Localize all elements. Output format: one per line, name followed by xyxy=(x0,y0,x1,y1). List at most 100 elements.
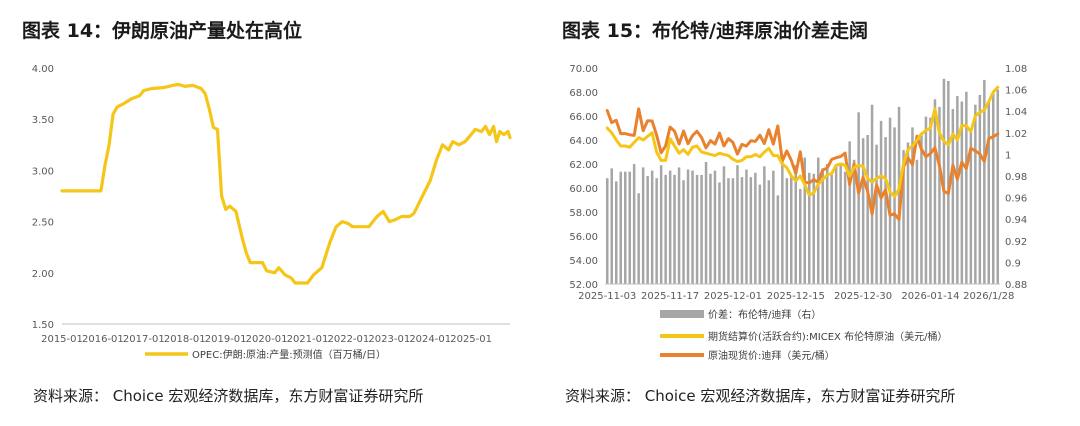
x-tick-label: 2025-12-30 xyxy=(834,291,892,302)
spread-bar xyxy=(655,178,658,284)
y-right-tick-label: 1 xyxy=(1005,150,1011,161)
spread-bar xyxy=(888,117,892,284)
spread-bar xyxy=(884,137,887,284)
y-right-tick-label: 0.94 xyxy=(1005,215,1027,226)
x-tick-label: 2022-01 xyxy=(327,334,369,345)
spread-bar xyxy=(843,171,847,284)
x-tick-label: 2021-01 xyxy=(287,334,329,345)
y-tick-label: 3.00 xyxy=(32,166,54,177)
spread-bar xyxy=(727,178,730,284)
spread-bar xyxy=(920,132,923,284)
spread-bar xyxy=(803,157,806,284)
legend-brent-label: 期货结算价(活跃合约):MICEX 布伦特原油（美元/桶） xyxy=(708,330,947,343)
series-line-iran-output xyxy=(60,82,512,285)
spread-bar xyxy=(799,189,802,284)
spread-bar xyxy=(996,89,999,284)
spread-bar xyxy=(987,102,990,284)
x-tick-label: 2025-11-17 xyxy=(641,291,699,302)
legend-dubai-label: 原油现货价:迪拜（美元/桶） xyxy=(708,349,835,362)
spread-bar xyxy=(763,166,766,284)
spread-bar xyxy=(776,195,780,284)
spread-bar xyxy=(709,173,712,284)
spread-bar xyxy=(781,158,784,284)
spread-bar xyxy=(965,91,968,284)
spread-bar xyxy=(933,99,937,284)
y-left-tick-label: 70.00 xyxy=(569,64,598,75)
left-source-note: 资料来源： Choice 宏观经济数据库，东方财富证券研究所 xyxy=(33,387,424,405)
y-left-tick-label: 60.00 xyxy=(569,184,598,195)
spread-bar xyxy=(615,181,618,284)
y-right-tick-label: 1.04 xyxy=(1005,107,1027,118)
spread-bar xyxy=(951,109,955,284)
spread-bar xyxy=(834,165,838,284)
spread-bar xyxy=(646,176,649,284)
y-left-tick-label: 56.00 xyxy=(569,232,598,243)
spread-bar xyxy=(902,150,905,284)
series-line-dubai xyxy=(605,107,1000,221)
spread-bar xyxy=(754,172,757,284)
spread-bar xyxy=(942,78,946,284)
x-tick-label: 2019-01 xyxy=(205,334,247,345)
spread-bar xyxy=(673,174,676,284)
x-tick-label: 2025-01 xyxy=(450,334,492,345)
spread-bar xyxy=(866,135,869,284)
spread-bar xyxy=(906,142,910,284)
spread-bar xyxy=(839,165,842,284)
y-left-tick-label: 62.00 xyxy=(569,160,598,171)
y-left-tick-label: 64.00 xyxy=(569,136,598,147)
legend-label-iran-output: OPEC:伊朗:原油:产量:预测值（百万桶/日） xyxy=(192,348,386,361)
spread-bar xyxy=(610,168,613,284)
spread-bar xyxy=(861,138,865,284)
y-left-tick-label: 54.00 xyxy=(569,256,598,267)
y-tick-label: 2.00 xyxy=(32,269,54,280)
spread-bar xyxy=(911,127,914,285)
spread-bar xyxy=(817,157,820,284)
y-right-tick-label: 0.92 xyxy=(1005,237,1027,248)
x-tick-label: 2017-01 xyxy=(123,334,165,345)
y-right-tick-label: 1.06 xyxy=(1005,86,1027,97)
spread-bar xyxy=(749,177,753,284)
x-tick-label: 2026/1/28 xyxy=(963,291,1014,302)
x-tick-label: 2023-01 xyxy=(368,334,410,345)
spread-bar xyxy=(641,167,645,284)
spread-bar xyxy=(758,184,762,284)
series-line-brent xyxy=(605,85,1000,198)
y-right-tick-label: 0.9 xyxy=(1005,258,1021,269)
x-tick-label: 2025-11-03 xyxy=(578,291,636,302)
y-left-tick-label: 58.00 xyxy=(569,208,598,219)
spread-bar xyxy=(893,127,896,285)
spread-bar xyxy=(659,165,663,284)
left-chart-title: 图表 14：伊朗原油产量处在高位 xyxy=(22,20,303,42)
spread-bar xyxy=(794,165,797,284)
y-right-tick-label: 0.88 xyxy=(1005,280,1027,291)
spread-bar xyxy=(664,174,667,284)
legend-spread-label: 价差：布伦特/迪拜（右） xyxy=(708,308,821,321)
x-tick-label: 2018-01 xyxy=(164,334,206,345)
spread-bar xyxy=(785,178,789,284)
spread-bar xyxy=(704,162,708,284)
spread-bar xyxy=(790,177,793,284)
y-right-tick-label: 0.96 xyxy=(1005,194,1027,205)
spread-bar xyxy=(624,171,627,284)
x-tick-label: 2025-12-15 xyxy=(767,291,825,302)
y-left-tick-label: 66.00 xyxy=(569,112,598,123)
y-left-tick-label: 52.00 xyxy=(569,280,598,291)
x-tick-label: 2025-12-01 xyxy=(704,291,762,302)
spread-bar xyxy=(772,170,775,284)
spread-bar xyxy=(650,170,654,284)
spread-bar xyxy=(740,177,744,284)
spread-bar xyxy=(713,170,717,284)
spread-bar xyxy=(857,112,860,284)
spread-bar xyxy=(619,171,622,284)
x-tick-label: 2024-01 xyxy=(409,334,451,345)
spread-bar xyxy=(956,96,959,284)
spread-bar xyxy=(668,170,672,284)
spread-bar xyxy=(983,79,986,285)
spread-bar xyxy=(915,159,919,284)
spread-bar xyxy=(731,178,735,284)
spread-bar xyxy=(938,106,941,285)
spread-bar xyxy=(736,165,739,284)
spread-bar xyxy=(767,180,771,284)
spread-bar xyxy=(691,170,694,284)
